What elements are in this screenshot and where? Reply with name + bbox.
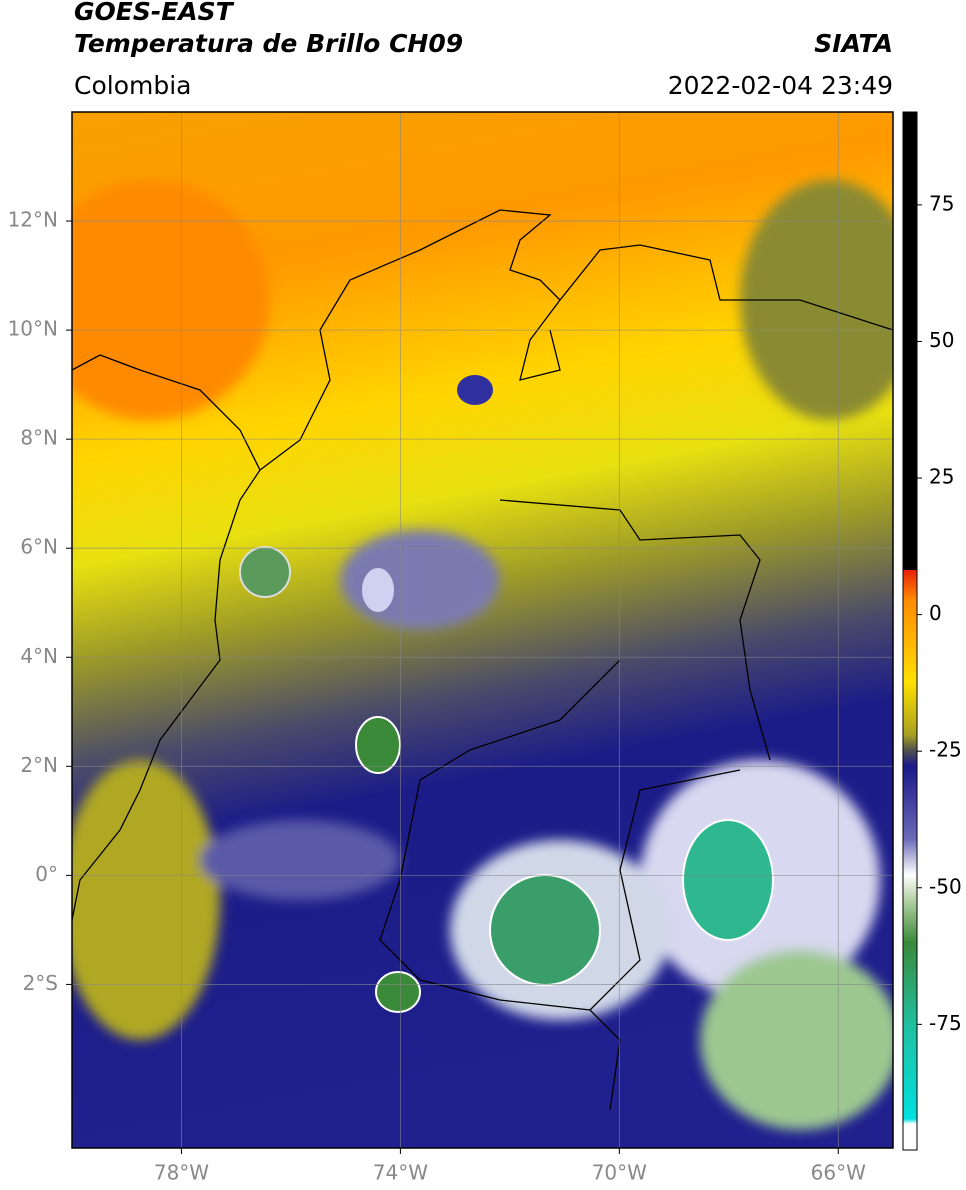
y-tick-label: 12°N [8, 208, 58, 232]
colorbar-tick-label: -25 [929, 738, 962, 762]
subtitle: Temperatura de Brillo CH09 [74, 29, 463, 58]
x-tick-label: 78°W [154, 1161, 209, 1185]
source: SIATA [814, 29, 893, 58]
colorbar-tick-label: 50 [929, 328, 954, 352]
colorbar-tick-label: -50 [929, 874, 962, 898]
y-tick-label: 4°N [20, 644, 58, 668]
title: GOES-EAST [74, 0, 235, 26]
x-tick-label: 70°W [592, 1161, 647, 1185]
datetime: 2022-02-04 23:49 [668, 71, 893, 100]
colorbar-ticks: 75 50 25 0 -25 -50 -75 [917, 191, 962, 1035]
region: Colombia [74, 71, 191, 100]
y-tick-label: 6°N [20, 535, 58, 559]
y-tick-label: 2°N [20, 753, 58, 777]
y-tick-label: 10°N [8, 317, 58, 341]
colorbar-tick-label: -75 [929, 1011, 962, 1035]
grid [72, 112, 893, 1148]
y-tick-label: 2°S [23, 971, 58, 995]
colorbar-tick-label: 25 [929, 465, 954, 489]
colorbar-tick-label: 0 [929, 601, 942, 625]
colorbar [902, 111, 918, 1151]
satellite-image [72, 112, 893, 1148]
x-tick-label: 74°W [373, 1161, 428, 1185]
y-tick-label: 0° [35, 862, 58, 886]
y-tick-label: 8°N [20, 426, 58, 450]
x-tick-label: 66°W [811, 1161, 866, 1185]
map-frame [71, 111, 894, 1149]
colorbar-tick-label: 75 [929, 191, 954, 215]
